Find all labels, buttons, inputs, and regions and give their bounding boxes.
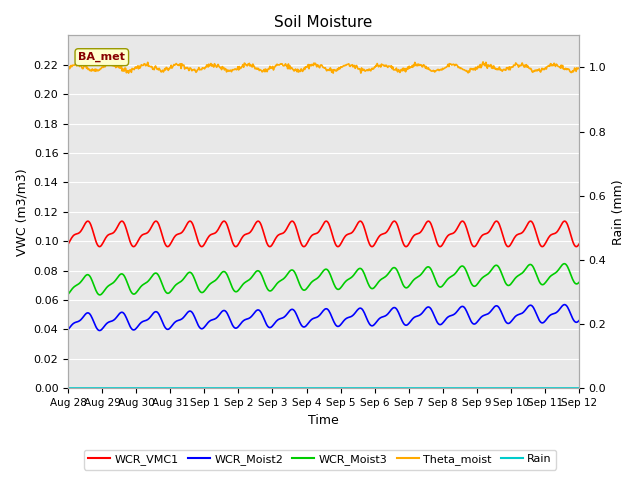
WCR_Moist3 (575, 279, 583, 285)
Theta_moist (575, 65, 583, 71)
WCR_Moist2 (74, 319, 81, 324)
Theta_moist (74, 60, 81, 66)
Rain (575, 385, 583, 391)
WCR_VMC1 (198, 244, 205, 250)
WCR_Moist3 (401, 284, 409, 290)
WCR_Moist3 (96, 292, 104, 298)
Theta_moist (479, 59, 487, 65)
Theta_moist (126, 67, 134, 73)
WCR_Moist2 (127, 324, 134, 330)
WCR_Moist3 (74, 282, 81, 288)
Theta_moist (330, 70, 337, 76)
WCR_Moist2 (561, 302, 568, 308)
WCR_Moist3 (64, 291, 72, 297)
WCR_VMC1 (205, 233, 213, 239)
WCR_Moist2 (575, 318, 583, 324)
Theta_moist (178, 61, 186, 67)
WCR_VMC1 (575, 241, 583, 247)
WCR_VMC1 (64, 241, 72, 247)
WCR_Moist2 (386, 309, 394, 314)
WCR_Moist3 (560, 261, 568, 266)
Y-axis label: Rain (mm): Rain (mm) (612, 179, 625, 245)
Theta_moist (205, 61, 212, 67)
Title: Soil Moisture: Soil Moisture (275, 15, 372, 30)
WCR_Moist3 (386, 268, 394, 274)
WCR_Moist2 (95, 328, 103, 334)
Rain (385, 385, 393, 391)
Rain (178, 385, 186, 391)
Theta_moist (401, 66, 409, 72)
Line: WCR_Moist3: WCR_Moist3 (68, 264, 579, 295)
Rain (205, 385, 212, 391)
WCR_Moist3 (179, 277, 186, 283)
WCR_Moist3 (205, 282, 213, 288)
WCR_Moist2 (401, 322, 409, 328)
WCR_VMC1 (459, 218, 467, 224)
X-axis label: Time: Time (308, 414, 339, 427)
WCR_VMC1 (401, 243, 409, 249)
Line: Theta_moist: Theta_moist (68, 62, 579, 73)
Legend: WCR_VMC1, WCR_Moist2, WCR_Moist3, Theta_moist, Rain: WCR_VMC1, WCR_Moist2, WCR_Moist3, Theta_… (84, 450, 556, 469)
WCR_Moist2 (205, 318, 213, 324)
Rain (64, 385, 72, 391)
Rain (401, 385, 408, 391)
Text: BA_met: BA_met (78, 52, 125, 62)
Rain (74, 385, 81, 391)
WCR_Moist3 (127, 288, 134, 294)
WCR_VMC1 (126, 238, 134, 244)
Line: WCR_VMC1: WCR_VMC1 (68, 221, 579, 247)
WCR_VMC1 (178, 229, 186, 235)
Line: WCR_Moist2: WCR_Moist2 (68, 305, 579, 331)
Rain (126, 385, 134, 391)
WCR_Moist2 (64, 326, 72, 332)
Theta_moist (64, 63, 72, 69)
Y-axis label: VWC (m3/m3): VWC (m3/m3) (15, 168, 28, 256)
WCR_Moist2 (179, 315, 186, 321)
WCR_VMC1 (74, 231, 81, 237)
WCR_VMC1 (386, 224, 394, 229)
Theta_moist (386, 63, 394, 69)
